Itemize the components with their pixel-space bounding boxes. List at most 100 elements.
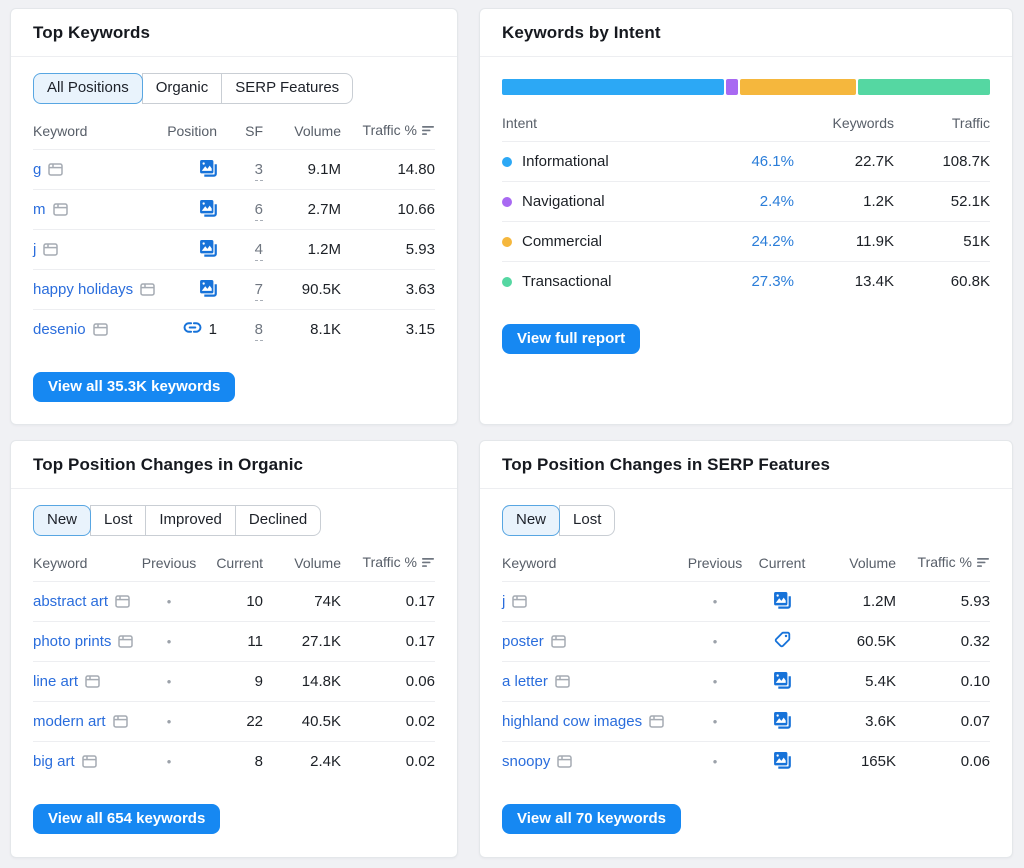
- tab-position-filter[interactable]: SERP Features: [221, 73, 354, 104]
- tab-position-filter[interactable]: All Positions: [33, 73, 143, 104]
- traffic-value: 14.80: [341, 149, 435, 190]
- tab-position-filter[interactable]: Organic: [141, 73, 223, 104]
- serp-snapshot-icon[interactable]: [557, 755, 573, 768]
- keyword-link[interactable]: desenio: [33, 321, 86, 339]
- sort-descending-icon[interactable]: [422, 555, 435, 571]
- tab-change-filter[interactable]: New: [502, 505, 561, 536]
- table-header-row: Keyword Previous Current Volume Traffic …: [502, 540, 990, 582]
- col-traffic: Traffic: [951, 115, 990, 131]
- serp-snapshot-icon[interactable]: [649, 715, 664, 728]
- tab-change-filter[interactable]: Declined: [234, 505, 322, 536]
- previous-position-empty: •: [712, 634, 718, 649]
- keyword-link[interactable]: photo prints: [33, 633, 112, 650]
- serp-snapshot-icon[interactable]: [550, 635, 566, 648]
- keyword-link[interactable]: j: [33, 241, 37, 258]
- serp-snapshot-icon[interactable]: [81, 755, 97, 768]
- serp-snapshot-icon[interactable]: [112, 715, 128, 728]
- table-row: snoopy • 165K 0.06: [502, 741, 990, 782]
- previous-position-empty: •: [166, 594, 172, 609]
- serp-snapshot-icon[interactable]: [555, 675, 570, 688]
- traffic-count: 108.7K: [894, 141, 990, 182]
- keywords-count: 1.2K: [794, 181, 894, 222]
- serp-snapshot-icon[interactable]: [92, 323, 108, 336]
- view-all-keywords-button[interactable]: View all 35.3K keywords: [33, 371, 236, 402]
- intent-bar-segment[interactable]: [502, 79, 725, 95]
- view-all-keywords-button[interactable]: View all 70 keywords: [502, 803, 681, 834]
- images-serp-feature-icon: [199, 199, 217, 217]
- images-serp-feature-icon: [773, 591, 791, 613]
- table-row: j • 1.2M 5.93: [502, 581, 990, 622]
- view-all-keywords-button[interactable]: View all 654 keywords: [33, 803, 221, 834]
- keyword-link[interactable]: highland cow images: [502, 713, 643, 730]
- page-title: Top Keywords: [33, 23, 151, 42]
- keyword-link[interactable]: modern art: [33, 713, 106, 730]
- panel-organic-changes: Top Position Changes in Organic New Lost…: [10, 440, 458, 858]
- intent-percent-link[interactable]: 24.2%: [751, 233, 794, 250]
- intent-percent-link[interactable]: 46.1%: [751, 153, 794, 170]
- intent-bar-segment[interactable]: [739, 79, 857, 95]
- keyword-link[interactable]: snoopy: [502, 753, 551, 771]
- keyword-link[interactable]: poster: [502, 633, 544, 650]
- tab-change-filter[interactable]: Lost: [90, 505, 147, 536]
- intent-bar-segment[interactable]: [726, 79, 738, 95]
- table-header-row: Keyword Position SF Volume Traffic %: [33, 108, 435, 150]
- panel-top-keywords: Top Keywords All Positions Organic SERP …: [10, 8, 458, 425]
- tab-change-filter[interactable]: Improved: [145, 505, 236, 536]
- keyword-link[interactable]: line art: [33, 673, 79, 690]
- tab-change-filter[interactable]: Lost: [559, 505, 616, 536]
- keyword-link[interactable]: g: [33, 161, 42, 178]
- intent-percent-link[interactable]: 27.3%: [751, 273, 794, 291]
- col-traffic: Traffic %: [341, 108, 435, 150]
- intent-percent-link[interactable]: 2.4%: [759, 193, 794, 210]
- organic-changes-tab-group: New Lost Improved Declined: [33, 505, 322, 536]
- sf-count[interactable]: 3: [254, 161, 263, 181]
- volume-value: 1.2M: [818, 581, 896, 622]
- table-row: Informational 46.1% 22.7K 108.7K: [502, 141, 990, 182]
- col-keywords: Keywords: [832, 115, 894, 131]
- images-serp-feature-icon: [773, 751, 791, 773]
- volume-value: 40.5K: [263, 701, 341, 742]
- panel-keywords-by-intent: Keywords by Intent Intent: [479, 8, 1013, 425]
- sf-count[interactable]: 8: [254, 321, 263, 342]
- serp-snapshot-icon[interactable]: [85, 675, 100, 688]
- keyword-link[interactable]: big art: [33, 753, 75, 771]
- keyword-link[interactable]: m: [33, 201, 46, 218]
- sf-count[interactable]: 7: [254, 281, 263, 301]
- serp-snapshot-icon[interactable]: [512, 595, 528, 608]
- keywords-count: 22.7K: [794, 141, 894, 182]
- keyword-link[interactable]: a letter: [502, 673, 548, 690]
- view-full-report-button[interactable]: View full report: [502, 323, 641, 354]
- traffic-value: 0.02: [341, 741, 435, 782]
- serp-snapshot-icon[interactable]: [48, 163, 64, 176]
- intent-label: Informational: [522, 153, 609, 170]
- sort-descending-icon[interactable]: [422, 123, 435, 139]
- traffic-count: 52.1K: [894, 181, 990, 222]
- serp-snapshot-icon[interactable]: [140, 283, 155, 296]
- col-intent: Intent: [502, 115, 538, 131]
- intent-color-dot: [502, 197, 512, 207]
- top-keywords-tab-group: All Positions Organic SERP Features: [33, 73, 354, 104]
- serp-snapshot-icon[interactable]: [115, 595, 130, 608]
- tab-change-filter[interactable]: New: [33, 505, 92, 536]
- sort-descending-icon[interactable]: [977, 555, 990, 571]
- serp-snapshot-icon[interactable]: [118, 635, 134, 648]
- serp-snapshot-icon[interactable]: [43, 243, 59, 256]
- panel-body: New Lost Keyword Previous Current Volume…: [480, 489, 1012, 857]
- volume-value: 165K: [818, 741, 896, 782]
- sf-count[interactable]: 4: [254, 241, 263, 261]
- panel-body: New Lost Improved Declined Keyword Previ…: [11, 489, 457, 857]
- keyword-link[interactable]: abstract art: [33, 593, 109, 610]
- previous-position-empty: •: [712, 594, 718, 609]
- sf-count[interactable]: 6: [254, 201, 263, 221]
- traffic-count: 60.8K: [894, 261, 990, 302]
- previous-position-empty: •: [166, 714, 172, 729]
- keyword-link[interactable]: happy holidays: [33, 281, 134, 298]
- previous-position-empty: •: [166, 634, 172, 649]
- serp-snapshot-icon[interactable]: [52, 203, 68, 216]
- intent-bar-segment[interactable]: [858, 79, 991, 95]
- traffic-value: 0.10: [896, 661, 990, 702]
- keyword-link[interactable]: j: [502, 593, 506, 610]
- table-row: Transactional 27.3% 13.4K 60.8K: [502, 261, 990, 302]
- intent-color-dot: [502, 237, 512, 247]
- volume-value: 1.2M: [263, 229, 341, 270]
